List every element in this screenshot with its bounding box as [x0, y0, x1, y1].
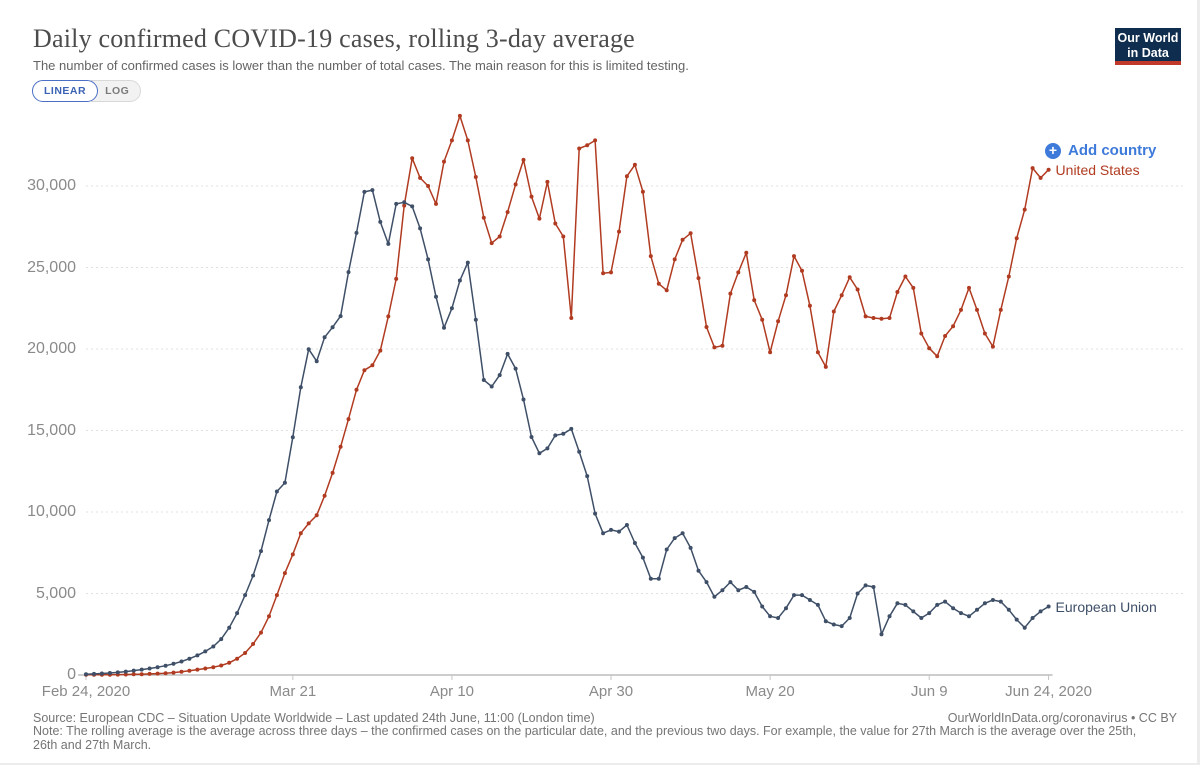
linear-button[interactable]: LINEAR: [32, 80, 99, 102]
y-tick-label: 0: [67, 666, 76, 683]
scale-toggle: LINEAR LOG: [32, 80, 142, 102]
y-tick-label: 30,000: [27, 177, 76, 194]
y-tick-label: 10,000: [27, 503, 76, 520]
add-country-button[interactable]: + Add country: [1045, 142, 1156, 159]
x-tick-label: Apr 30: [588, 683, 634, 700]
owid-logo[interactable]: Our World in Data: [1115, 28, 1181, 65]
y-tick-label: 5,000: [35, 584, 76, 602]
x-tick-label: Jun 24, 2020: [1005, 683, 1092, 700]
x-tick-label: Mar 21: [269, 683, 317, 700]
x-tick-label: Feb 24, 2020: [41, 683, 131, 700]
y-tick-label: 20,000: [27, 340, 76, 357]
series-label-european-union[interactable]: European Union: [1055, 598, 1157, 615]
series-label-united-states[interactable]: United States: [1055, 161, 1140, 178]
log-button[interactable]: LOG: [91, 80, 142, 102]
source-line: Source: European CDC – Situation Update …: [33, 711, 595, 725]
page-subtitle: The number of confirmed cases is lower t…: [33, 58, 689, 73]
plus-icon: +: [1045, 142, 1061, 159]
page-title: Daily confirmed COVID-19 cases, rolling …: [33, 24, 635, 53]
owid-logo-line1: Our World: [1117, 31, 1179, 45]
y-tick-label: 25,000: [27, 258, 76, 276]
owid-logo-line2: in Data: [1127, 46, 1169, 60]
x-tick-label: May 20: [745, 683, 795, 700]
add-country-label: Add country: [1068, 142, 1157, 159]
x-tick-label: Apr 10: [429, 683, 475, 700]
x-tick-label: Jun 9: [910, 683, 948, 700]
attribution[interactable]: OurWorldInData.org/coronavirus • CC BY: [947, 711, 1177, 725]
y-tick-label: 15,000: [27, 421, 76, 439]
note-line: Note: The rolling average is the average…: [33, 724, 1137, 752]
